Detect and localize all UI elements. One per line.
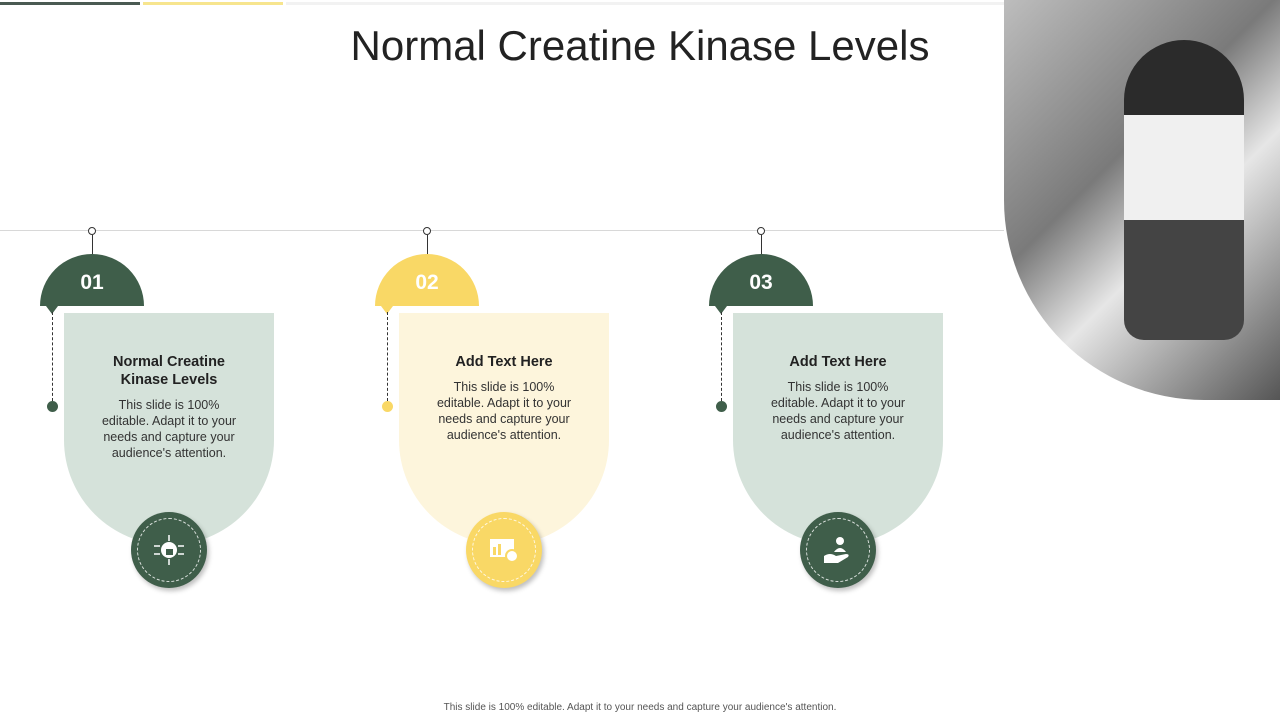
timeline-pin: [757, 227, 765, 235]
step-heading: Normal Creatine Kinase Levels: [112, 354, 225, 388]
connector-dot: [382, 401, 393, 412]
accent-bar-dark: [0, 2, 140, 5]
footer-note: This slide is 100% editable. Adapt it to…: [443, 702, 837, 713]
step-number-tab: 03: [709, 254, 813, 314]
step-body: This slide is 100% editable. Adapt it to…: [101, 398, 237, 460]
accent-bar-yellow: [143, 2, 283, 5]
pin-connector: [760, 235, 762, 255]
timeline-pin: [88, 227, 96, 235]
woman-laptop-photo: [1004, 0, 1280, 400]
step-number: 03: [749, 271, 773, 294]
dashed-connector: [387, 312, 388, 406]
step-number-tab: 01: [40, 254, 144, 314]
timeline-line: [0, 230, 1004, 231]
page-title: Normal Creatine Kinase Levels: [350, 22, 930, 69]
step-number: 01: [80, 271, 104, 294]
pin-connector: [91, 235, 93, 255]
step-body: This slide is 100% editable. Adapt it to…: [770, 380, 906, 442]
timeline-pin: [423, 227, 431, 235]
step-card: Add Text Here This slide is 100% editabl…: [733, 313, 943, 545]
step-heading: Add Text Here: [789, 354, 887, 370]
pin-connector: [426, 235, 428, 255]
step-3: 03 Add Text Here This slide is 100% edit…: [669, 0, 989, 720]
dashboard-gear-icon: [466, 512, 542, 588]
connector-dot: [47, 401, 58, 412]
accent-bar-light: [286, 2, 1004, 5]
connector-dot: [716, 401, 727, 412]
step-number-tab: 02: [375, 254, 479, 314]
network-lock-icon: [131, 512, 207, 588]
step-number: 02: [415, 271, 439, 294]
step-1: 01 Normal Creatine Kinase Levels This sl…: [0, 0, 320, 720]
step-heading: Add Text Here: [455, 354, 553, 370]
hand-user-icon: [800, 512, 876, 588]
step-card: Add Text Here This slide is 100% editabl…: [399, 313, 609, 545]
step-2: 02 Add Text Here This slide is 100% edit…: [335, 0, 655, 720]
dashed-connector: [721, 312, 722, 406]
step-card: Normal Creatine Kinase Levels This slide…: [64, 313, 274, 545]
step-body: This slide is 100% editable. Adapt it to…: [436, 380, 572, 442]
dashed-connector: [52, 312, 53, 406]
